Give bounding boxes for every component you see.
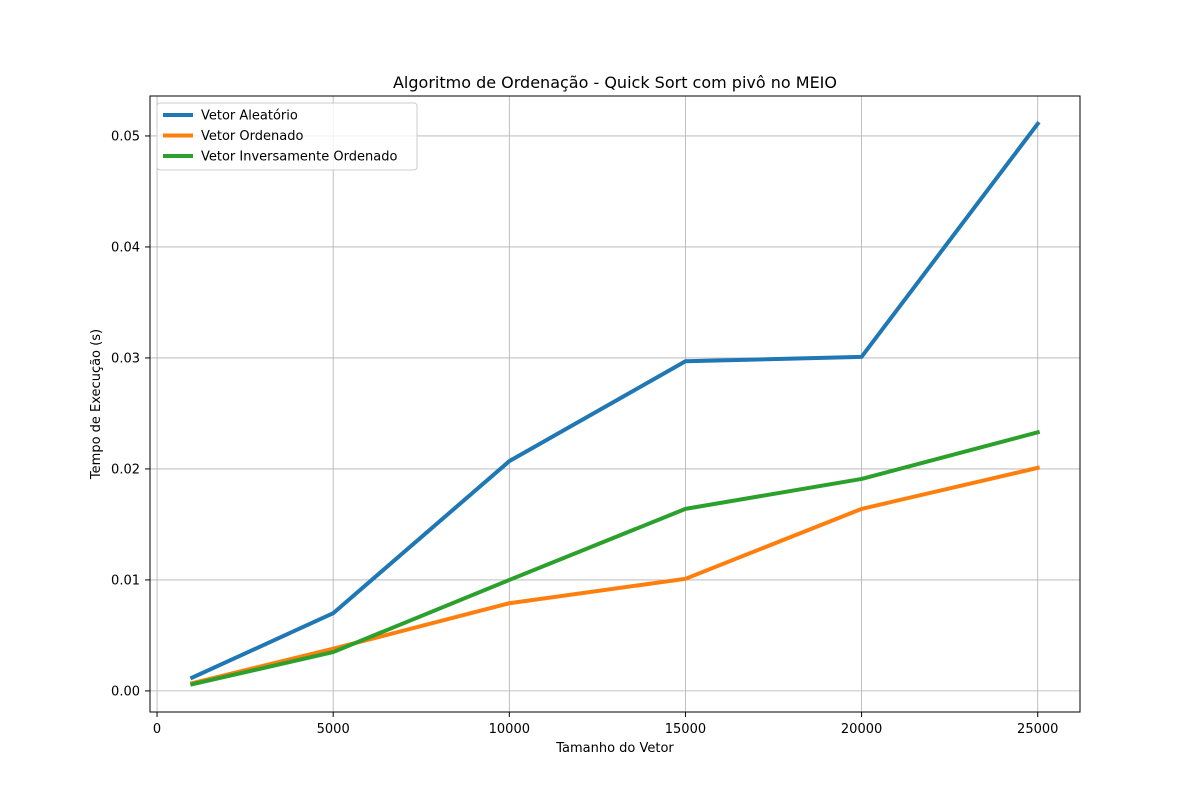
grid-lines (150, 96, 1080, 712)
y-tick-label: 0.01 (111, 573, 140, 588)
x-tick-label: 5000 (317, 722, 350, 737)
plot-frame (149, 95, 1081, 713)
y-tick-label: 0.03 (111, 351, 140, 366)
legend-box (156, 102, 418, 171)
x-tick-label: 15000 (665, 722, 706, 737)
legend: Vetor Aleatório Vetor Ordenado Vetor Inver… (156, 102, 418, 171)
legend-label: Vetor Aleatório (201, 109, 298, 124)
legend-items: Vetor Aleatório Vetor Ordenado Vetor Inver… (163, 109, 397, 165)
x-axis-label: Tamanho do Vetor (555, 741, 674, 756)
axis-ticks: 0 5000 10000 15000 20000 25000 0.00 0.01 0.02 0.0… (111, 129, 1058, 737)
y-axis-label: Tempo de Execução (s) (89, 329, 104, 480)
y-tick-label: 0.05 (111, 129, 140, 144)
y-tick-label: 0.00 (111, 684, 140, 699)
legend-label: Vetor Inversamente Ordenado (201, 150, 397, 165)
x-tick-label: 0 (153, 722, 161, 737)
x-tick-label: 20000 (841, 722, 882, 737)
x-tick-label: 10000 (489, 722, 530, 737)
series-line-1 (189, 120, 1041, 681)
series-lines (189, 120, 1041, 687)
series-line-2 (189, 465, 1041, 686)
y-tick-label: 0.04 (111, 240, 140, 255)
chart-title: Algoritmo de Ordenação - Quick Sort com … (393, 73, 837, 92)
series-line-3 (189, 429, 1041, 687)
legend-label: Vetor Ordenado (201, 129, 303, 144)
x-tick-label: 25000 (1017, 722, 1058, 737)
y-tick-label: 0.02 (111, 462, 140, 477)
